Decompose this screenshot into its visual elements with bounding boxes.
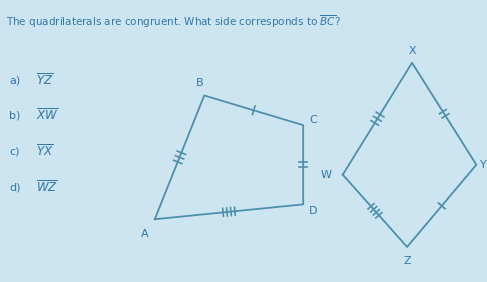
Text: $\overline{WZ}$: $\overline{WZ}$ <box>36 180 58 195</box>
Text: $\overline{YZ}$: $\overline{YZ}$ <box>36 73 54 88</box>
Text: $\overline{XW}$: $\overline{XW}$ <box>36 107 58 123</box>
Text: D: D <box>309 206 318 216</box>
Text: Z: Z <box>403 256 411 266</box>
Text: Y: Y <box>480 160 486 170</box>
Text: W: W <box>320 170 332 180</box>
Text: c): c) <box>9 147 20 157</box>
Text: A: A <box>141 229 149 239</box>
Text: The quadrilaterals are congruent. What side corresponds to $\overline{BC}$?: The quadrilaterals are congruent. What s… <box>6 13 341 30</box>
Text: a): a) <box>9 76 20 86</box>
Text: X: X <box>408 46 416 56</box>
Text: $\overline{YX}$: $\overline{YX}$ <box>36 144 54 160</box>
Text: d): d) <box>9 182 21 193</box>
Text: B: B <box>195 78 203 88</box>
Text: C: C <box>309 115 317 125</box>
Text: b): b) <box>9 110 20 120</box>
